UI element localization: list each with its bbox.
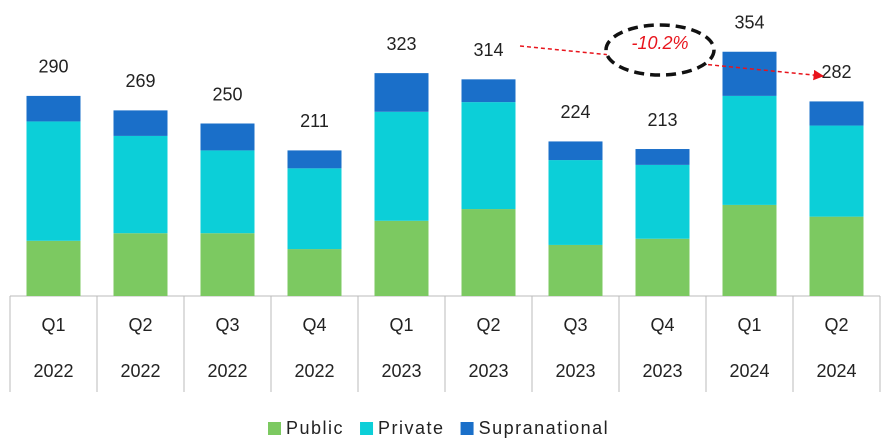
bar-segment <box>635 149 690 165</box>
annotation-text: -10.2% <box>631 33 688 53</box>
x-tick-label: Q4 <box>302 315 326 335</box>
legend-label: Supranational <box>479 418 610 438</box>
bar-segment <box>635 164 690 239</box>
x-tick-label: Q2 <box>824 315 848 335</box>
total-label: 354 <box>734 12 764 32</box>
bar-segment <box>809 216 864 296</box>
bar-segment <box>26 95 81 122</box>
x-tick-label: 2023 <box>642 361 682 381</box>
bar-segment <box>722 95 777 205</box>
total-label: 323 <box>386 34 416 54</box>
x-tick-label: Q3 <box>563 315 587 335</box>
bar-segment <box>287 150 342 169</box>
bar-segment <box>287 168 342 250</box>
bar-segment <box>200 150 255 234</box>
bar-segment <box>374 111 429 221</box>
total-label: 213 <box>647 110 677 130</box>
bar-segment <box>26 240 81 296</box>
bar-segment <box>113 233 168 296</box>
x-tick-label: Q3 <box>215 315 239 335</box>
x-tick-label: 2022 <box>207 361 247 381</box>
x-tick-label: Q1 <box>737 315 761 335</box>
total-label: 211 <box>300 111 329 131</box>
x-tick-label: Q1 <box>41 315 65 335</box>
x-tick-label: 2023 <box>555 361 595 381</box>
total-label: 224 <box>560 102 590 122</box>
x-tick-label: 2023 <box>381 361 421 381</box>
x-tick-label: Q1 <box>389 315 413 335</box>
bar-segment <box>113 135 168 234</box>
bar-segment <box>548 141 603 161</box>
bar-segment <box>809 125 864 217</box>
total-label: 269 <box>125 71 155 91</box>
bar-segment <box>548 244 603 296</box>
bar-segment <box>722 204 777 296</box>
bar-segment <box>461 79 516 103</box>
x-tick-label: Q2 <box>128 315 152 335</box>
bar-segment <box>200 233 255 296</box>
bar-segment <box>635 238 690 296</box>
legend-swatch <box>268 422 281 435</box>
x-tick-label: 2022 <box>33 361 73 381</box>
bar-segment <box>461 209 516 296</box>
bar-segment <box>287 249 342 296</box>
bar-segment <box>113 110 168 136</box>
legend-label: Public <box>286 418 344 438</box>
bar-segment <box>548 160 603 245</box>
bar-segment <box>200 123 255 151</box>
bar-segment <box>722 51 777 96</box>
bar-segment <box>809 101 864 126</box>
total-label: 250 <box>212 84 242 104</box>
legend-label: Private <box>378 418 445 438</box>
total-label: 282 <box>821 62 851 82</box>
x-tick-label: 2024 <box>729 361 769 381</box>
total-label: 314 <box>473 40 503 60</box>
legend-swatch <box>460 422 474 435</box>
x-tick-label: 2024 <box>816 361 856 381</box>
x-tick-label: 2023 <box>468 361 508 381</box>
bar-segment <box>461 102 516 210</box>
x-tick-label: 2022 <box>294 361 334 381</box>
bar-segment <box>374 73 429 112</box>
total-label: 290 <box>38 57 68 77</box>
legend-swatch <box>360 422 374 435</box>
x-tick-label: Q2 <box>476 315 500 335</box>
x-tick-label: 2022 <box>120 361 160 381</box>
x-tick-label: Q4 <box>650 315 674 335</box>
annotation-ellipse <box>604 23 716 77</box>
annotation-arrow <box>519 45 825 81</box>
bar-segment <box>374 220 429 296</box>
bar-segment <box>26 121 81 241</box>
